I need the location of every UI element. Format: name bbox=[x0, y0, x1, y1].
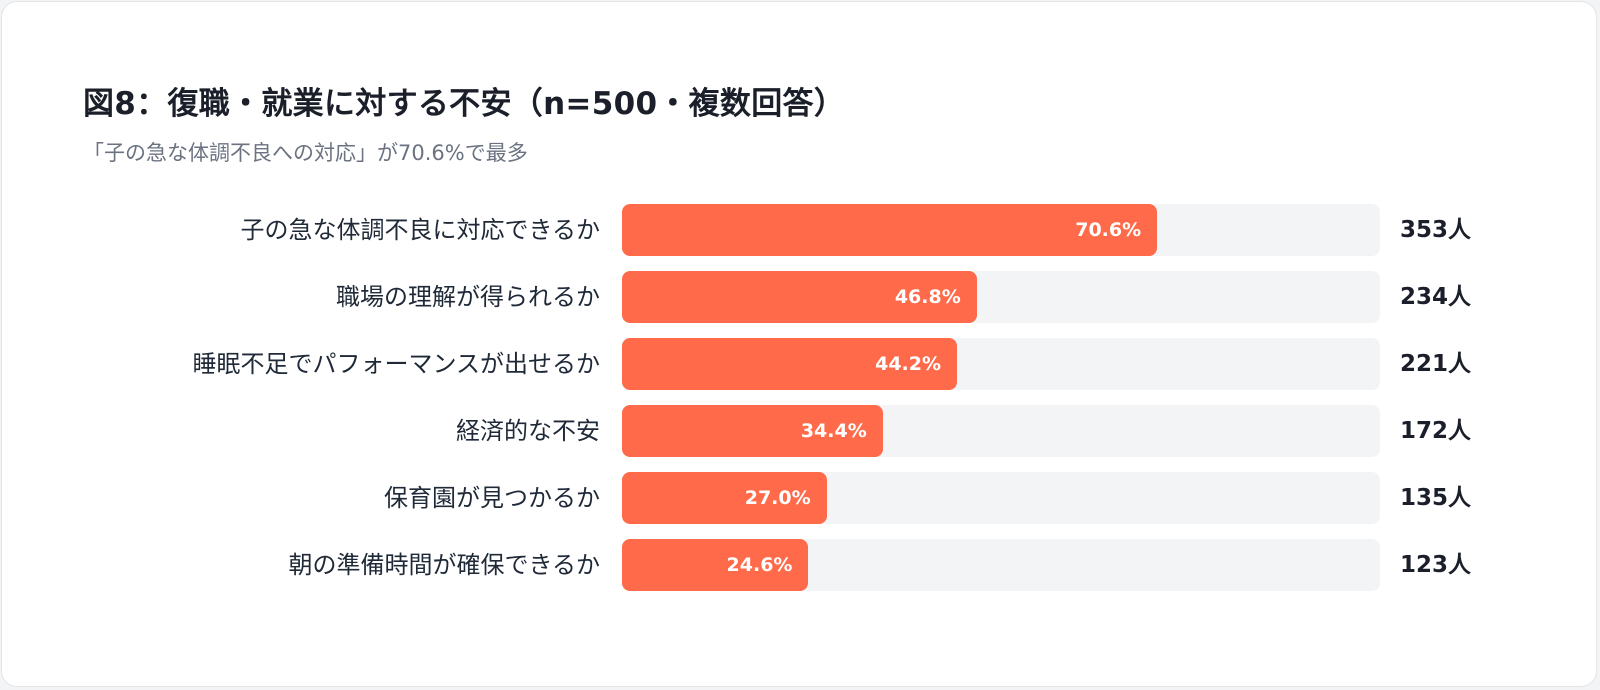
bar-track: 24.6% bbox=[622, 539, 1380, 591]
percent-label: 27.0% bbox=[744, 487, 811, 509]
percent-label: 70.6% bbox=[1075, 219, 1142, 241]
bar-row: 職場の理解が得られるか 46.8% 234人 bbox=[0, 271, 1600, 323]
bar-row: 睡眠不足でパフォーマンスが出せるか 44.2% 221人 bbox=[0, 338, 1600, 390]
bar: 46.8% bbox=[622, 271, 977, 323]
percent-label: 24.6% bbox=[726, 554, 793, 576]
bar-track: 46.8% bbox=[622, 271, 1380, 323]
bar: 34.4% bbox=[622, 405, 883, 457]
bar: 27.0% bbox=[622, 472, 827, 524]
count-label: 234人 bbox=[1400, 284, 1472, 310]
percent-label: 46.8% bbox=[894, 286, 961, 308]
category-label: 保育園が見つかるか bbox=[384, 484, 600, 512]
bar-track: 44.2% bbox=[622, 338, 1380, 390]
bar-row: 子の急な体調不良に対応できるか 70.6% 353人 bbox=[0, 204, 1600, 256]
category-label: 睡眠不足でパフォーマンスが出せるか bbox=[192, 350, 600, 378]
bar-track: 70.6% bbox=[622, 204, 1380, 256]
count-label: 353人 bbox=[1400, 217, 1472, 243]
bar: 44.2% bbox=[622, 338, 958, 390]
category-label: 経済的な不安 bbox=[456, 417, 600, 445]
bar: 70.6% bbox=[622, 204, 1158, 256]
count-label: 123人 bbox=[1400, 552, 1472, 578]
category-label: 朝の準備時間が確保できるか bbox=[288, 551, 600, 579]
percent-label: 34.4% bbox=[800, 420, 867, 442]
chart-title: 図8：復職・就業に対する不安（n=500・複数回答） bbox=[83, 86, 846, 122]
count-label: 221人 bbox=[1400, 351, 1472, 377]
chart-subtitle: 「子の急な体調不良への対応」が70.6%で最多 bbox=[83, 141, 528, 165]
bar-track: 34.4% bbox=[622, 405, 1380, 457]
count-label: 172人 bbox=[1400, 418, 1472, 444]
count-label: 135人 bbox=[1400, 485, 1472, 511]
category-label: 職場の理解が得られるか bbox=[336, 283, 600, 311]
bar-track: 27.0% bbox=[622, 472, 1380, 524]
percent-label: 44.2% bbox=[875, 353, 942, 375]
bar: 24.6% bbox=[622, 539, 809, 591]
bar-row: 経済的な不安 34.4% 172人 bbox=[0, 405, 1600, 457]
bar-row: 朝の準備時間が確保できるか 24.6% 123人 bbox=[0, 539, 1600, 591]
category-label: 子の急な体調不良に対応できるか bbox=[240, 216, 600, 244]
bar-row: 保育園が見つかるか 27.0% 135人 bbox=[0, 472, 1600, 524]
